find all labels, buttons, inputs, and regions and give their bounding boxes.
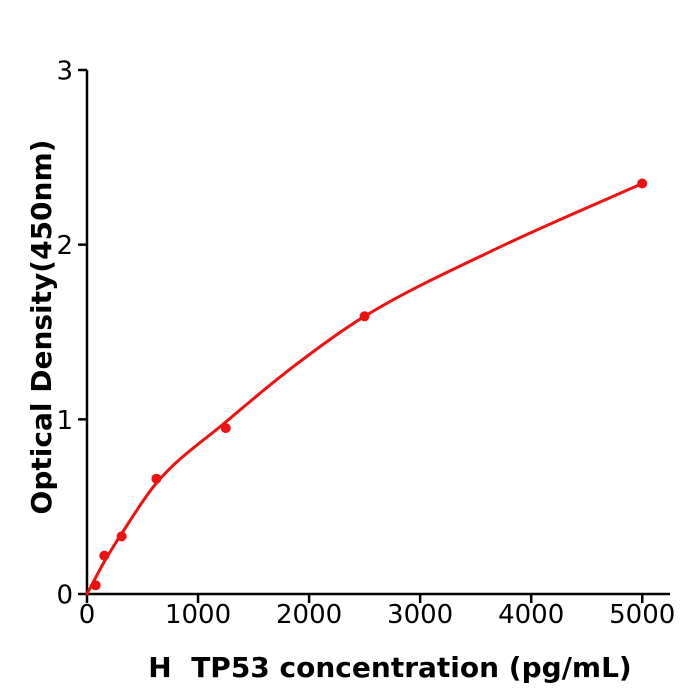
y-tick-label: 2 [56,231,73,261]
data-point [220,423,231,434]
x-tick-label: 5000 [609,600,675,630]
x-tick-label: 3000 [387,600,453,630]
x-tick-label: 4000 [498,600,564,630]
y-axis-title: Optical Density(450nm) [25,139,58,515]
data-point [637,178,648,189]
x-axis-title: H TP53 concentration (pg/mL) [148,651,632,684]
x-tick-label: 2000 [276,600,342,630]
data-point [116,531,127,542]
y-tick-label: 3 [56,57,73,87]
fit-curve [85,182,644,596]
data-point [90,580,101,591]
x-tick-label: 1000 [165,600,231,630]
data-point [151,473,162,484]
data-point [99,550,110,561]
x-tick-label: 0 [79,600,96,630]
y-tick-label: 1 [56,406,73,436]
y-tick-label: 0 [56,581,73,611]
data-point [359,311,370,322]
